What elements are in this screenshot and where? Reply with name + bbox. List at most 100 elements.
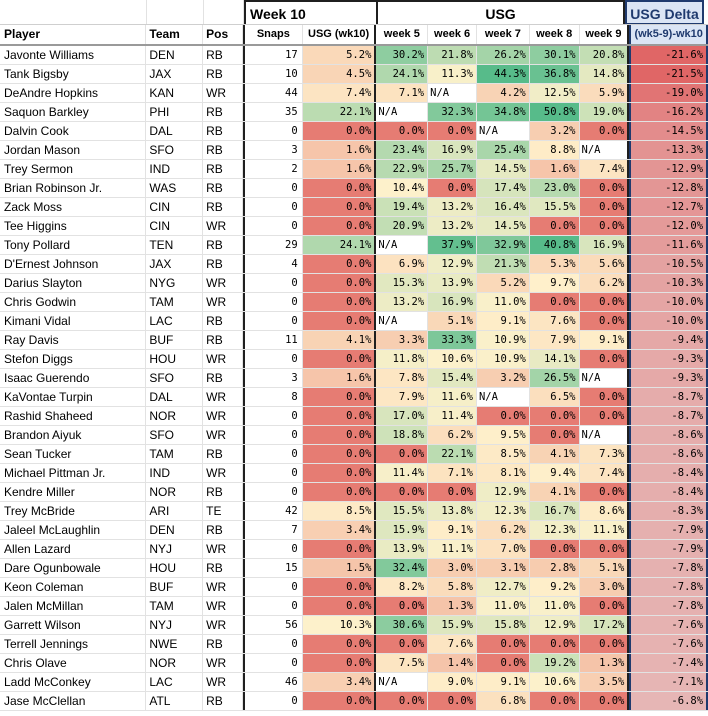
team-cell[interactable]: BUF: [146, 578, 204, 596]
snaps-cell[interactable]: 8: [242, 388, 303, 406]
week7-cell[interactable]: 34.8%: [476, 103, 530, 121]
pos-cell[interactable]: RB: [203, 141, 243, 159]
week8-cell[interactable]: 16.7%: [529, 502, 580, 520]
player-cell[interactable]: Trey Sermon: [0, 160, 147, 178]
snaps-cell[interactable]: 7: [242, 521, 303, 539]
usg-wk10-cell[interactable]: 1.6%: [302, 160, 377, 178]
player-cell[interactable]: Kendre Miller: [0, 483, 147, 501]
week5-cell[interactable]: 18.8%: [376, 426, 429, 444]
team-cell[interactable]: JAX: [146, 65, 204, 83]
snaps-cell[interactable]: 2: [242, 160, 303, 178]
usg-wk10-cell[interactable]: 0.0%: [302, 198, 377, 216]
week7-cell[interactable]: 12.7%: [476, 578, 530, 596]
team-cell[interactable]: NYJ: [146, 540, 204, 558]
usg-wk10-cell[interactable]: 0.0%: [302, 122, 377, 140]
snaps-cell[interactable]: 29: [242, 236, 303, 254]
week5-cell[interactable]: 19.4%: [376, 198, 429, 216]
player-cell[interactable]: Kimani Vidal: [0, 312, 147, 330]
week5-cell[interactable]: 30.2%: [376, 46, 429, 64]
week9-cell[interactable]: N/A: [579, 141, 630, 159]
delta-cell[interactable]: -7.6%: [629, 635, 708, 653]
delta-cell[interactable]: -10.0%: [629, 293, 708, 311]
pos-cell[interactable]: RB: [203, 483, 243, 501]
week9-cell[interactable]: 0.0%: [579, 388, 630, 406]
player-cell[interactable]: Michael Pittman Jr.: [0, 464, 147, 482]
week5-cell[interactable]: 13.9%: [376, 540, 429, 558]
week7-cell[interactable]: 3.1%: [476, 559, 530, 577]
week7-cell[interactable]: 21.3%: [476, 255, 530, 273]
week9-cell[interactable]: 20.8%: [579, 46, 630, 64]
week5-column-header[interactable]: week 5: [376, 25, 429, 44]
snaps-cell[interactable]: 0: [242, 293, 303, 311]
week9-cell[interactable]: 1.3%: [579, 654, 630, 672]
week6-cell[interactable]: 5.1%: [428, 312, 477, 330]
player-cell[interactable]: Terrell Jennings: [0, 635, 147, 653]
week8-cell[interactable]: 0.0%: [529, 635, 580, 653]
week5-cell[interactable]: 0.0%: [376, 635, 429, 653]
week7-cell[interactable]: 6.2%: [476, 521, 530, 539]
week5-cell[interactable]: N/A: [376, 312, 429, 330]
snaps-column-header[interactable]: Snaps: [242, 25, 303, 44]
delta-cell[interactable]: -21.5%: [629, 65, 708, 83]
delta-cell[interactable]: -8.6%: [629, 426, 708, 444]
week9-cell[interactable]: 0.0%: [579, 312, 630, 330]
team-cell[interactable]: SFO: [146, 369, 204, 387]
week9-cell[interactable]: 0.0%: [579, 540, 630, 558]
week8-cell[interactable]: 6.5%: [529, 388, 580, 406]
player-cell[interactable]: Zack Moss: [0, 198, 147, 216]
week8-cell[interactable]: 11.0%: [529, 597, 580, 615]
player-cell[interactable]: Rashid Shaheed: [0, 407, 147, 425]
week6-cell[interactable]: 9.0%: [428, 673, 477, 691]
week7-cell[interactable]: 5.2%: [476, 274, 530, 292]
week9-cell[interactable]: 17.2%: [579, 616, 630, 634]
week7-cell[interactable]: 4.2%: [476, 84, 530, 102]
delta-cell[interactable]: -11.6%: [629, 236, 708, 254]
player-cell[interactable]: KaVontae Turpin: [0, 388, 147, 406]
player-cell[interactable]: Trey McBride: [0, 502, 147, 520]
week5-cell[interactable]: 17.0%: [376, 407, 429, 425]
delta-cell[interactable]: -9.4%: [629, 331, 708, 349]
week6-cell[interactable]: 15.9%: [428, 616, 477, 634]
snaps-cell[interactable]: 15: [242, 559, 303, 577]
snaps-cell[interactable]: 0: [242, 274, 303, 292]
delta-cell[interactable]: -7.8%: [629, 597, 708, 615]
week5-cell[interactable]: 15.5%: [376, 502, 429, 520]
player-cell[interactable]: Garrett Wilson: [0, 616, 147, 634]
week8-cell[interactable]: 30.1%: [529, 46, 580, 64]
team-cell[interactable]: NWE: [146, 635, 204, 653]
pos-cell[interactable]: WR: [203, 274, 243, 292]
week8-cell[interactable]: 9.4%: [529, 464, 580, 482]
team-cell[interactable]: LAC: [146, 673, 204, 691]
blank-header-cell[interactable]: [204, 0, 244, 24]
week7-cell[interactable]: 16.4%: [476, 198, 530, 216]
week9-cell[interactable]: 0.0%: [579, 635, 630, 653]
snaps-cell[interactable]: 0: [242, 179, 303, 197]
usg-wk10-cell[interactable]: 0.0%: [302, 540, 377, 558]
week9-cell[interactable]: 0.0%: [579, 483, 630, 501]
usg-wk10-cell[interactable]: 0.0%: [302, 578, 377, 596]
week6-cell[interactable]: 7.6%: [428, 635, 477, 653]
week6-cell[interactable]: 1.4%: [428, 654, 477, 672]
usg-wk10-cell[interactable]: 0.0%: [302, 388, 377, 406]
week6-cell[interactable]: 3.0%: [428, 559, 477, 577]
snaps-cell[interactable]: 0: [242, 597, 303, 615]
week8-cell[interactable]: 12.3%: [529, 521, 580, 539]
week6-cell[interactable]: 0.0%: [428, 692, 477, 710]
pos-cell[interactable]: RB: [203, 236, 243, 254]
snaps-cell[interactable]: 0: [242, 483, 303, 501]
pos-cell[interactable]: WR: [203, 616, 243, 634]
week8-cell[interactable]: 14.1%: [529, 350, 580, 368]
team-cell[interactable]: JAX: [146, 255, 204, 273]
team-cell[interactable]: IND: [146, 160, 204, 178]
week6-cell[interactable]: 37.9%: [428, 236, 477, 254]
week6-cell[interactable]: 5.8%: [428, 578, 477, 596]
pos-cell[interactable]: WR: [203, 407, 243, 425]
team-column-header[interactable]: Team: [146, 25, 204, 44]
snaps-cell[interactable]: 11: [242, 331, 303, 349]
week7-cell[interactable]: 3.2%: [476, 369, 530, 387]
week5-cell[interactable]: 30.6%: [376, 616, 429, 634]
week7-cell[interactable]: 26.2%: [476, 46, 530, 64]
week9-cell[interactable]: 7.4%: [579, 464, 630, 482]
player-cell[interactable]: Chris Godwin: [0, 293, 147, 311]
week9-cell[interactable]: 8.6%: [579, 502, 630, 520]
